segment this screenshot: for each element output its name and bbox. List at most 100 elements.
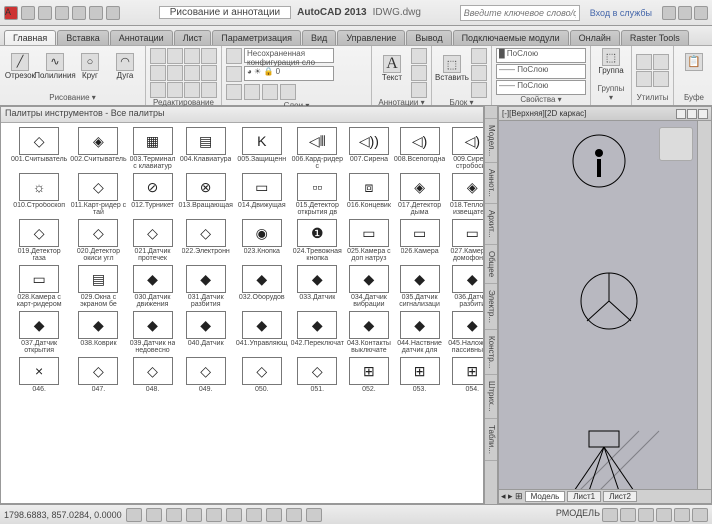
- palette-category-tab[interactable]: Электр...: [485, 284, 497, 330]
- layer-icon[interactable]: [226, 66, 242, 82]
- palette-item[interactable]: ◆041.Управляющ: [236, 311, 288, 354]
- tool-icon[interactable]: [653, 71, 669, 87]
- palette-item[interactable]: ◇049.: [178, 357, 232, 400]
- lweight-combo[interactable]: —— ПоСлою: [496, 64, 586, 79]
- ribbon-tab[interactable]: Raster Tools: [621, 30, 689, 45]
- color-combo[interactable]: █ ПоСлою: [496, 48, 586, 63]
- tool-icon[interactable]: [636, 71, 652, 87]
- palette-item[interactable]: ◇022.Электронн: [178, 219, 232, 262]
- viewport-label[interactable]: [-][Верхняя][2D каркас]: [502, 109, 586, 118]
- rotate-icon[interactable]: [167, 48, 183, 64]
- tool-icon[interactable]: [653, 54, 669, 70]
- palette-item[interactable]: ◆035.Датчик сигнализаци: [394, 265, 445, 308]
- ribbon-tab[interactable]: Онлайн: [570, 30, 620, 45]
- table-icon[interactable]: [411, 82, 427, 98]
- fillet-icon[interactable]: [184, 65, 200, 81]
- tool-icon[interactable]: [471, 48, 487, 64]
- vp-min-icon[interactable]: [676, 109, 686, 119]
- panel-clip-title[interactable]: Буфе: [678, 93, 710, 103]
- vp-close-icon[interactable]: [698, 109, 708, 119]
- tool-icon[interactable]: [201, 48, 217, 64]
- draw-button[interactable]: ◠Дуга: [109, 53, 141, 89]
- palette-item[interactable]: ▫▫015.Детектор открытия дв: [291, 173, 344, 216]
- tool-icon[interactable]: [201, 82, 217, 98]
- leader-icon[interactable]: [411, 65, 427, 81]
- palette-item[interactable]: ◇019.Детектор газа: [11, 219, 67, 262]
- qat-save-icon[interactable]: [55, 6, 69, 20]
- qat-undo-icon[interactable]: [72, 6, 86, 20]
- palette-item[interactable]: ◆040.Датчик: [178, 311, 232, 354]
- qat-print-icon[interactable]: [106, 6, 120, 20]
- palette-item[interactable]: ◇021.Датчик протечек: [130, 219, 176, 262]
- panel-utils-title[interactable]: Утилиты: [636, 93, 669, 103]
- sc-toggle[interactable]: [306, 508, 322, 522]
- insert-button[interactable]: ⬚Вставить: [436, 55, 468, 91]
- palette-item[interactable]: ◇047.: [70, 357, 126, 400]
- palette-body[interactable]: ◇001.Считыватель◈002.Считыватель▦003.Тер…: [1, 123, 483, 503]
- move-icon[interactable]: [150, 48, 166, 64]
- palette-item[interactable]: ◆030.Датчик движения: [130, 265, 176, 308]
- palette-category-tab[interactable]: Архит...: [485, 204, 497, 245]
- group-button[interactable]: ⬚Группа: [595, 48, 627, 84]
- tool-icon[interactable]: [226, 84, 242, 100]
- close-icon[interactable]: [694, 6, 708, 20]
- mirror-icon[interactable]: [167, 65, 183, 81]
- palette-item[interactable]: ❶024.Тревожная кнопка: [291, 219, 344, 262]
- scale-icon[interactable]: [167, 82, 183, 98]
- palette-item[interactable]: ◆042.Переключат: [291, 311, 344, 354]
- polar-toggle[interactable]: [186, 508, 202, 522]
- sheet-tab-layout2[interactable]: Лист2: [603, 491, 637, 502]
- palette-item[interactable]: ◆034.Датчик вибрации: [347, 265, 391, 308]
- panel-draw-title[interactable]: Рисование ▾: [4, 93, 141, 103]
- palette-item[interactable]: ×046.: [11, 357, 67, 400]
- otrack-toggle[interactable]: [226, 508, 242, 522]
- palette-item[interactable]: ◈017.Детектор дыма: [394, 173, 445, 216]
- viewport-canvas[interactable]: [499, 121, 697, 489]
- palette-item[interactable]: ◇001.Считыватель: [11, 127, 67, 170]
- panel-props-title[interactable]: Свойства ▾: [496, 95, 586, 105]
- vp-max-icon[interactable]: [687, 109, 697, 119]
- ribbon-tab[interactable]: Параметризация: [212, 30, 301, 45]
- status-btn[interactable]: [674, 508, 690, 522]
- palette-item[interactable]: ⊗013.Вращающая: [178, 173, 232, 216]
- paste-button[interactable]: 📋: [678, 53, 710, 89]
- text-button[interactable]: AТекст: [376, 55, 408, 91]
- palette-item[interactable]: ◆045.Наложены пассивны дв: [448, 311, 483, 354]
- palette-item[interactable]: K005.Защищенн: [236, 127, 288, 170]
- palette-item[interactable]: ▭026.Камера: [394, 219, 445, 262]
- palette-item[interactable]: ◆031.Датчик разбития: [178, 265, 232, 308]
- horizontal-scrollbar[interactable]: ◂ ▸ ⊞ Модель Лист1 Лист2: [499, 489, 711, 503]
- palette-item[interactable]: ◁)008.Всепогодна: [394, 127, 445, 170]
- qp-toggle[interactable]: [286, 508, 302, 522]
- qat-new-icon[interactable]: [21, 6, 35, 20]
- draw-button[interactable]: ○Круг: [74, 53, 106, 89]
- palette-item[interactable]: ◁)009.Сирена стробоско: [448, 127, 483, 170]
- qat-open-icon[interactable]: [38, 6, 52, 20]
- vertical-scrollbar[interactable]: [697, 121, 711, 489]
- palette-item[interactable]: ◆037.Датчик открытия: [11, 311, 67, 354]
- palette-item[interactable]: ◇020.Детектор окиси угл: [70, 219, 126, 262]
- palette-item[interactable]: ▭028.Камера с карт-ридером: [11, 265, 67, 308]
- palette-item[interactable]: ◇051.: [291, 357, 344, 400]
- tool-icon[interactable]: [244, 84, 260, 100]
- ribbon-tab[interactable]: Аннотации: [110, 30, 173, 45]
- layer-props-icon[interactable]: [226, 48, 242, 64]
- palette-item[interactable]: ◆038.Коврик: [70, 311, 126, 354]
- palette-item[interactable]: ◆043.Контакты выключате: [347, 311, 391, 354]
- minimize-icon[interactable]: [662, 6, 676, 20]
- palette-item[interactable]: ◁))007.Сирена: [347, 127, 391, 170]
- palette-item[interactable]: ⊘012.Турникет: [130, 173, 176, 216]
- palette-item[interactable]: ▭025.Камера с доп натруз: [347, 219, 391, 262]
- ribbon-tab[interactable]: Лист: [174, 30, 212, 45]
- palette-category-tab[interactable]: Модел...: [485, 119, 497, 163]
- palette-item[interactable]: ◇011.Карт-ридер с тай: [70, 173, 126, 216]
- palette-item[interactable]: ◆036.Датчик разбити: [448, 265, 483, 308]
- workspace-label[interactable]: Рисование и аннотации: [159, 6, 291, 19]
- status-btn[interactable]: [638, 508, 654, 522]
- palette-category-tab[interactable]: Штрих...: [485, 375, 497, 419]
- ribbon-tab[interactable]: Вид: [302, 30, 336, 45]
- sheet-tab-model[interactable]: Модель: [525, 491, 566, 502]
- layer-config-combo[interactable]: Несохраненная конфигурация сло: [244, 48, 334, 63]
- ribbon-tab[interactable]: Подключаемые модули: [453, 30, 569, 45]
- palette-item[interactable]: ▤029.Окна с экраном бе: [70, 265, 126, 308]
